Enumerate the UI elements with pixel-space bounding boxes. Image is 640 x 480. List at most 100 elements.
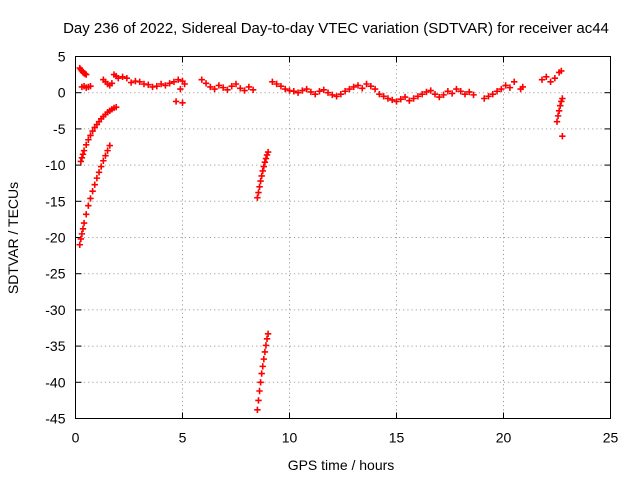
data-point: [106, 142, 113, 149]
data-point: [102, 152, 109, 159]
data-point: [559, 132, 566, 140]
data-point: [257, 379, 264, 386]
data-point: [555, 107, 563, 114]
data-point: [448, 90, 456, 97]
data-point: [551, 75, 559, 82]
data-point: [179, 99, 186, 107]
data-point: [431, 90, 439, 98]
data-point: [76, 241, 83, 248]
data-point: [78, 230, 86, 238]
data-point: [104, 147, 111, 154]
data-point: [489, 90, 496, 98]
data-point: [303, 85, 310, 93]
data-point: [444, 88, 452, 95]
data-point: [359, 85, 366, 92]
data-point: [85, 202, 92, 209]
data-point: [83, 71, 90, 78]
data-point: [502, 82, 509, 89]
data-point: [547, 78, 554, 86]
data-point: [162, 82, 169, 89]
data-point: [380, 93, 387, 100]
series-near-zero-band: [78, 67, 565, 107]
data-point: [363, 80, 370, 88]
data-point: [215, 82, 223, 89]
data-point: [119, 73, 126, 80]
data-point: [269, 78, 276, 86]
data-point: [538, 76, 546, 83]
data-point: [80, 147, 88, 154]
data-point: [256, 183, 263, 191]
data-point: [157, 80, 165, 88]
data-point: [232, 80, 240, 88]
data-point: [277, 82, 285, 90]
x-tick-label: 5: [179, 430, 187, 446]
data-point: [367, 82, 375, 90]
data-point: [207, 83, 214, 91]
data-point: [423, 88, 430, 96]
data-point: [211, 85, 218, 93]
data-point: [333, 93, 340, 100]
data-point: [264, 330, 272, 337]
data-point: [418, 90, 426, 98]
y-tick-label: 0: [58, 85, 66, 101]
data-point: [258, 172, 265, 180]
data-point: [320, 86, 327, 94]
data-point: [389, 96, 396, 104]
data-point: [83, 141, 90, 149]
series-lower-arc: [76, 142, 113, 248]
data-point: [123, 75, 131, 82]
data-point: [259, 167, 266, 175]
x-axis-label: GPS time / hours: [288, 457, 395, 473]
plot-frame: [75, 56, 611, 419]
y-axis-label: SDTVAR / TECUs: [5, 182, 21, 294]
data-point: [498, 85, 505, 93]
x-gridlines: [182, 56, 504, 419]
data-point: [299, 87, 306, 94]
data-point: [397, 96, 404, 103]
data-point: [100, 157, 107, 164]
data-point: [170, 78, 178, 86]
y-tick-label: -5: [53, 121, 66, 137]
data-point: [260, 355, 268, 363]
data-point: [264, 148, 272, 156]
data-point: [485, 93, 492, 100]
data-point: [559, 95, 566, 102]
data-point: [511, 78, 518, 86]
data-point: [83, 211, 90, 218]
data-point: [241, 87, 248, 94]
data-point: [78, 154, 86, 162]
data-point: [245, 83, 253, 91]
data-point: [87, 132, 94, 139]
y-tick-label: -30: [45, 302, 65, 318]
data-point: [262, 342, 270, 349]
data-point: [261, 159, 269, 166]
x-tick-label: 0: [72, 430, 80, 446]
y-tick-label: -40: [45, 374, 65, 390]
data-point: [346, 85, 353, 93]
data-point: [79, 151, 87, 158]
data-point: [87, 195, 94, 202]
data-point: [172, 98, 180, 105]
data-point: [77, 235, 85, 243]
data-point: [553, 118, 561, 125]
y-gridlines: [75, 92, 611, 383]
data-point: [145, 81, 152, 88]
x-tick-labels: 0 5 10 15 20 25: [72, 430, 619, 446]
data-point: [257, 177, 264, 185]
data-point: [440, 91, 447, 99]
data-point: [354, 82, 362, 89]
data-point: [316, 88, 323, 95]
data-point: [115, 75, 122, 82]
data-point: [557, 102, 564, 109]
data-point: [202, 80, 210, 87]
data-point: [273, 80, 280, 88]
data-point: [136, 78, 143, 86]
data-point: [108, 80, 116, 87]
data-point: [506, 84, 514, 91]
data-point: [95, 169, 103, 176]
data-point: [93, 174, 101, 182]
data-point: [262, 155, 270, 162]
y-tick-label: -15: [45, 193, 65, 209]
data-point: [153, 82, 161, 90]
data-point: [249, 86, 257, 94]
